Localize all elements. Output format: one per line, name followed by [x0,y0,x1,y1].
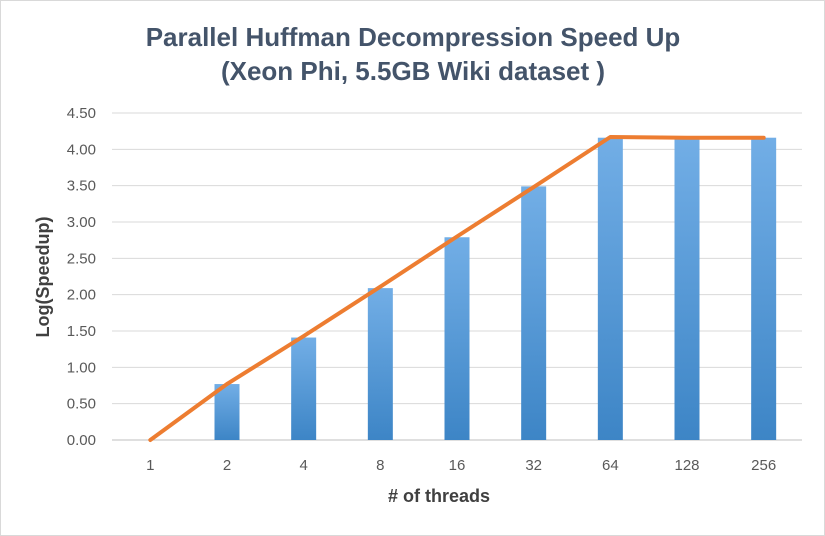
line-series [148,135,766,442]
x-axis-ticks: 1 2 4 8 16 32 64 128 256 [146,457,776,474]
y-tick-label: 3.50 [67,178,96,195]
bar [291,337,317,440]
y-axis-ticks: 0.00 0.50 1.00 1.50 2.00 2.50 3.00 3.50 4.00 4.50 [67,105,96,449]
chart-title-line2: (Xeon Phi, 5.5GB Wiki dataset ) [221,56,605,86]
x-tick-label: 64 [602,457,619,474]
x-tick-label: 128 [674,457,699,474]
y-tick-label: 0.00 [67,432,96,449]
x-tick-label: 8 [376,457,384,474]
bar-series [214,137,777,440]
bar [674,137,700,440]
y-tick-label: 3.00 [67,214,96,231]
x-tick-label: 4 [299,457,307,474]
y-tick-label: 4.50 [67,105,96,122]
y-tick-label: 4.00 [67,141,96,158]
bar [521,186,547,440]
chart-title-line1: Parallel Huffman Decompression Speed Up [146,22,681,52]
bar [751,137,777,440]
y-axis-title: Log(Speedup) [33,217,53,338]
y-tick-label: 2.50 [67,250,96,267]
y-tick-label: 2.00 [67,287,96,304]
bar [444,237,470,440]
y-tick-label: 1.00 [67,359,96,376]
trend-line [148,135,766,442]
bar [367,288,393,440]
x-axis-title: # of threads [388,486,490,506]
x-tick-label: 256 [751,457,776,474]
y-tick-label: 0.50 [67,396,96,413]
x-tick-label: 32 [525,457,542,474]
y-tick-label: 1.50 [67,323,96,340]
bar [214,384,240,440]
bar [597,137,623,440]
x-tick-label: 16 [449,457,466,474]
x-tick-label: 2 [223,457,231,474]
x-tick-label: 1 [146,457,154,474]
